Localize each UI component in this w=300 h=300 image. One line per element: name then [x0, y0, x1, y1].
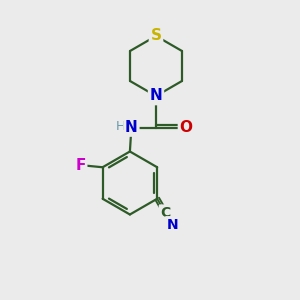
Text: N: N: [125, 120, 138, 135]
Text: C: C: [160, 206, 171, 220]
Text: F: F: [75, 158, 85, 173]
Text: N: N: [167, 218, 178, 232]
Text: H: H: [115, 120, 125, 133]
Text: S: S: [151, 28, 161, 44]
Text: N: N: [150, 88, 162, 104]
Text: O: O: [179, 120, 193, 135]
